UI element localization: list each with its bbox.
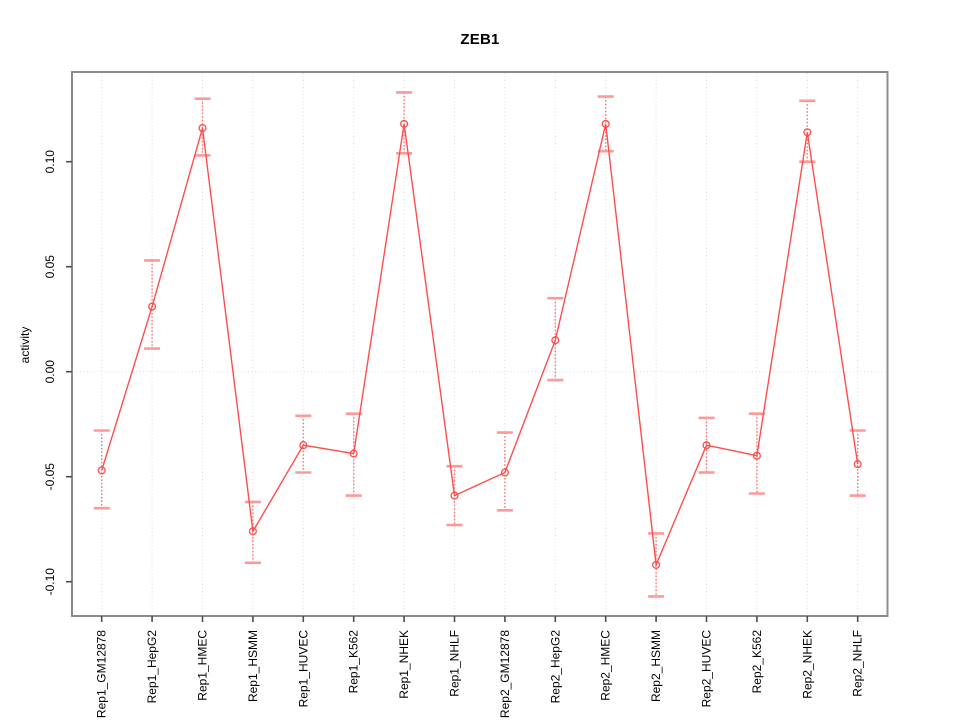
- x-tick-label: Rep2_HUVEC: [700, 630, 714, 708]
- x-tick-label: Rep1_NHEK: [397, 630, 411, 699]
- data-point-marker: [551, 336, 560, 345]
- data-point-marker: [349, 449, 358, 458]
- series-line: [101, 123, 859, 568]
- y-tick-label: 0.05: [43, 255, 57, 279]
- x-tick-label: Rep1_NHLF: [448, 630, 462, 697]
- x-tick-label: Rep1_HUVEC: [296, 630, 310, 708]
- data-point-marker: [198, 124, 207, 133]
- y-tick-label: 0.10: [43, 150, 57, 174]
- data-point-marker: [853, 460, 862, 469]
- data-point-marker: [500, 468, 509, 477]
- y-tick-label: -0.10: [43, 568, 57, 596]
- data-point-marker: [652, 560, 661, 569]
- x-tick-label: Rep2_GM12878: [498, 630, 512, 718]
- x-tick-label: Rep1_GM12878: [95, 630, 109, 718]
- x-tick-label: Rep2_HepG2: [548, 630, 562, 704]
- x-tick-label: Rep2_NHEK: [800, 630, 814, 699]
- x-tick-label: Rep2_HMEC: [599, 630, 613, 701]
- data-point-marker: [400, 119, 409, 128]
- x-tick-label: Rep1_K562: [347, 630, 361, 694]
- data-point-marker: [450, 491, 459, 500]
- y-tick-label: -0.05: [43, 463, 57, 491]
- x-tick-label: Rep2_NHLF: [851, 630, 865, 697]
- chart-title: ZEB1: [460, 31, 500, 48]
- plot-frame: [71, 71, 889, 617]
- data-point-marker: [248, 527, 257, 536]
- data-point-marker: [299, 441, 308, 450]
- data-point-marker: [601, 119, 610, 128]
- y-tick-label: 0.00: [43, 360, 57, 384]
- x-tick-label: Rep1_HepG2: [145, 630, 159, 704]
- x-tick-label: Rep2_K562: [750, 630, 764, 694]
- data-point-marker: [752, 451, 761, 460]
- x-tick-label: Rep1_HSMM: [246, 630, 260, 702]
- data-point-marker: [803, 128, 812, 137]
- data-point-marker: [702, 441, 711, 450]
- x-tick-label: Rep2_HSMM: [649, 630, 663, 702]
- data-point-marker: [148, 302, 157, 311]
- data-point-marker: [97, 466, 106, 475]
- x-tick-label: Rep1_HMEC: [196, 630, 210, 701]
